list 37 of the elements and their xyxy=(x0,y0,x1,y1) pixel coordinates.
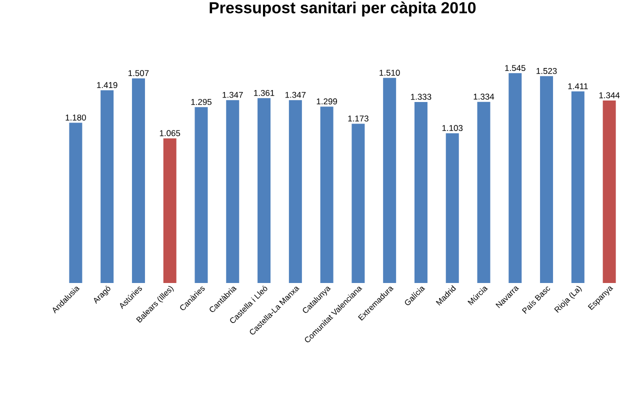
data-label: 1.173 xyxy=(348,116,368,122)
chart-title: Pressupost sanitari per càpita 2010 xyxy=(210,2,476,16)
bar xyxy=(540,76,554,283)
data-label: 1.103 xyxy=(442,125,463,132)
data-label: 1.545 xyxy=(505,65,526,71)
data-label: 1.299 xyxy=(316,98,338,104)
data-label: 1.295 xyxy=(191,98,212,105)
data-label: 1.347 xyxy=(222,92,243,98)
bar xyxy=(383,78,396,283)
data-label: 1.411 xyxy=(568,83,588,90)
bar xyxy=(226,100,240,283)
data-label: 1.334 xyxy=(474,94,494,100)
bar xyxy=(477,102,490,283)
bar xyxy=(132,78,145,283)
data-label: 1.523 xyxy=(536,68,557,74)
data-label: 1.180 xyxy=(66,114,86,121)
data-label: 1.419 xyxy=(97,82,118,88)
bar xyxy=(571,91,584,283)
data-label: 1.510 xyxy=(380,70,400,76)
bar xyxy=(352,124,365,283)
data-label: 1.347 xyxy=(285,92,306,98)
bar xyxy=(602,100,616,283)
bar xyxy=(163,138,176,283)
data-label: 1.361 xyxy=(254,90,274,96)
data-label: 1.344 xyxy=(599,92,620,98)
bar xyxy=(288,100,302,283)
bar xyxy=(414,102,428,283)
bar xyxy=(69,122,82,283)
bar xyxy=(194,107,208,283)
bar xyxy=(508,73,522,283)
bar xyxy=(320,106,334,283)
bar xyxy=(100,90,114,283)
data-label: 1.333 xyxy=(411,94,432,100)
bar xyxy=(258,98,271,283)
data-label: 1.065 xyxy=(160,130,180,136)
data-label: 1.507 xyxy=(128,70,149,76)
bar xyxy=(446,133,459,283)
